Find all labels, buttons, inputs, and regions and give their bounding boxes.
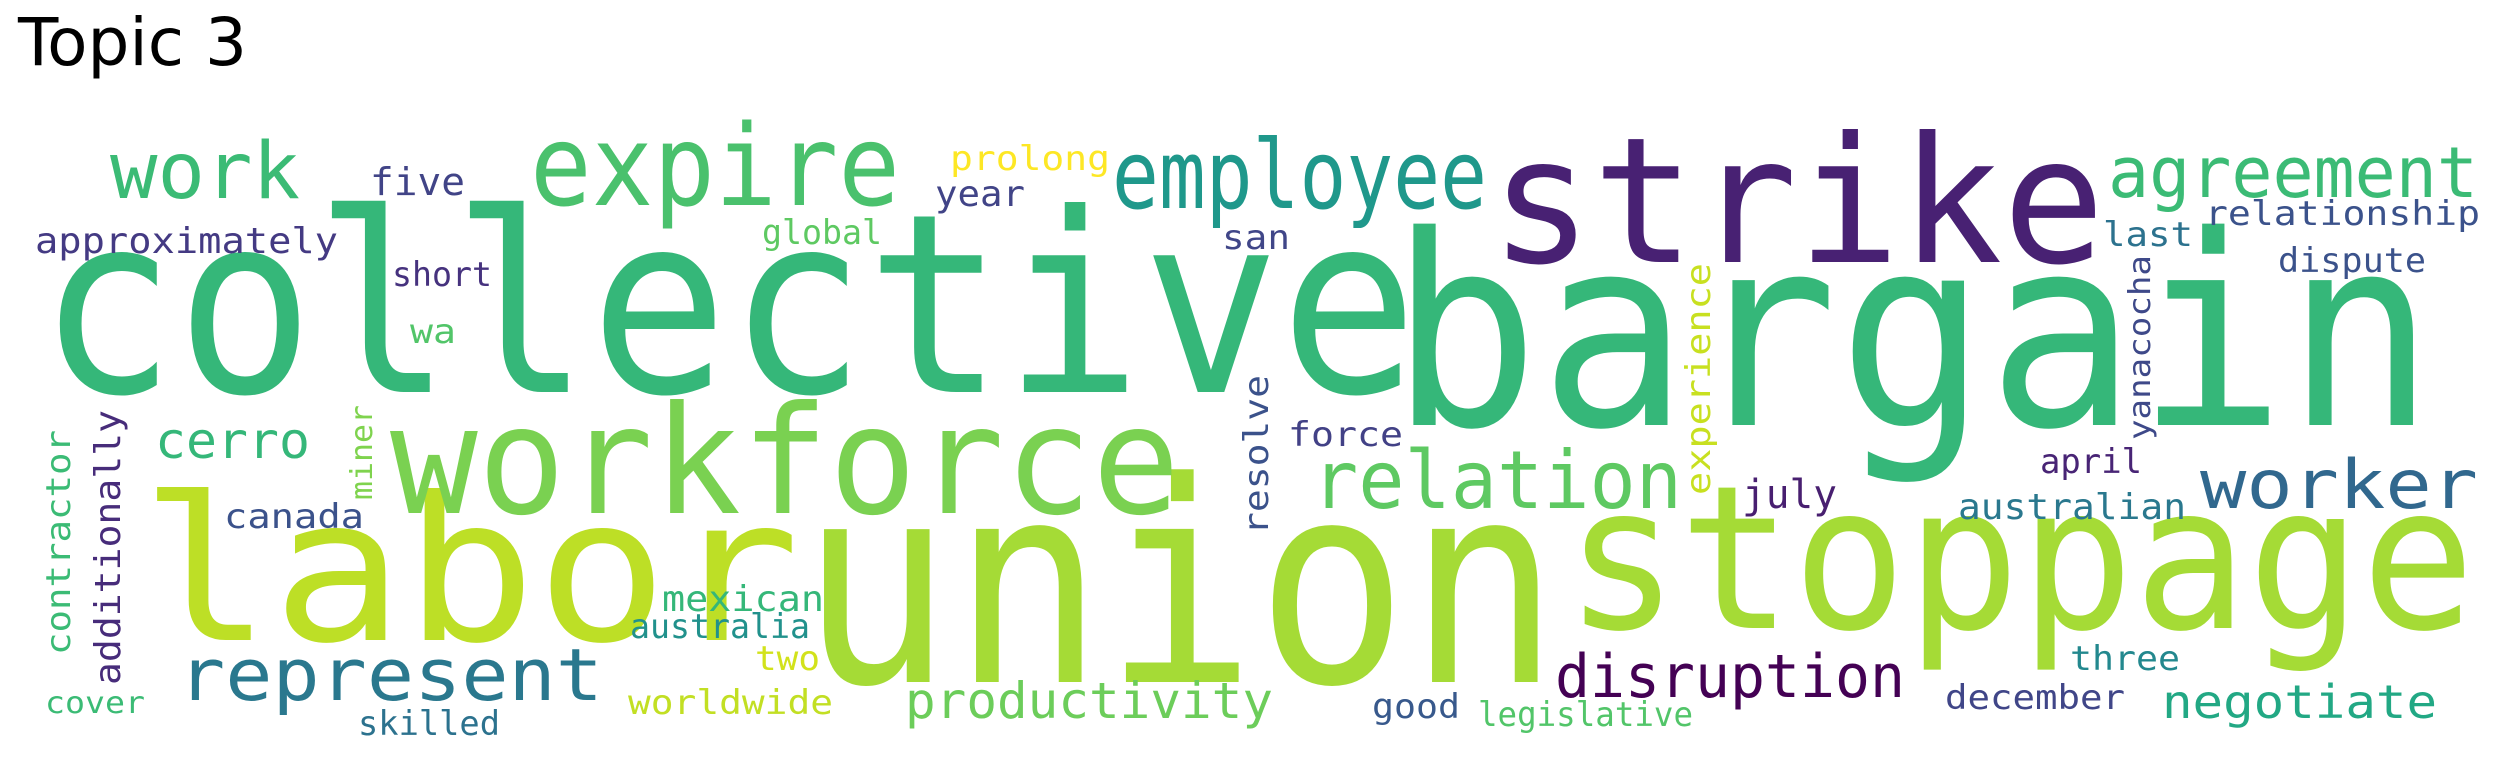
word-good: good [1372, 687, 1460, 727]
word-year: year [935, 174, 1025, 215]
word-san: san [1222, 218, 1290, 258]
word-cerro: cerro [155, 412, 310, 470]
word-cover: cover [45, 686, 145, 721]
word-experience: experience [1679, 263, 1719, 495]
word-mexican: mexican [662, 579, 824, 620]
word-australia: australia [630, 607, 810, 647]
word-additionally: additionally [88, 410, 129, 685]
word-resolve: resolve [1237, 375, 1277, 535]
word-work: work [110, 127, 300, 217]
chart-title: Topic 3 [18, 4, 247, 81]
word-disruption: disruption [1555, 642, 1905, 712]
word-approximately: approximately [35, 221, 338, 262]
word-legislative: legislative [1478, 695, 1693, 735]
word-prolong: prolong [950, 139, 1110, 179]
word-skilled: skilled [358, 704, 500, 744]
word-canada: canada [224, 497, 364, 537]
word-negotiate: negotiate [2162, 675, 2437, 729]
word-bargain: bargain [1390, 180, 2435, 488]
word-productivity: productivity [905, 672, 1273, 730]
word-worker: worker [2200, 446, 2478, 525]
word-collective: collective [38, 160, 1418, 451]
word-two: two [755, 639, 820, 679]
word-strike: strike [1490, 101, 2105, 304]
word-stoppage: stoppage [1565, 443, 2475, 676]
word-relationship: relationship [2205, 194, 2480, 234]
word-five: five [370, 160, 465, 204]
word-employee: employee [1112, 121, 1487, 231]
word-yanacocha: yanacocha [2123, 255, 2158, 440]
word-expire: expire [530, 102, 900, 232]
word-agreement: agreement [2108, 132, 2478, 214]
word-global: global [762, 213, 882, 253]
word-contractor: contractor [39, 430, 79, 655]
word-workforce: workforce [390, 375, 1180, 549]
word-dispute: dispute [2278, 241, 2426, 281]
word-australian: australian [1958, 487, 2186, 528]
word-july: july [1742, 472, 1837, 518]
word-worldwide: worldwide [628, 683, 833, 723]
word-april: april [2040, 442, 2142, 482]
word-represent: represent [178, 633, 603, 717]
word-last: last [2103, 215, 2193, 255]
word-december: december [1945, 678, 2125, 718]
word-short: short [392, 255, 492, 295]
word-labor: labor [140, 455, 800, 688]
word-miner: miner [345, 405, 380, 500]
word-union: union [800, 423, 1560, 749]
word-three: three [2070, 639, 2180, 679]
word-force: force [1288, 415, 1403, 455]
word-relation: relation [1312, 434, 1682, 527]
word-wa: wa [410, 312, 456, 352]
